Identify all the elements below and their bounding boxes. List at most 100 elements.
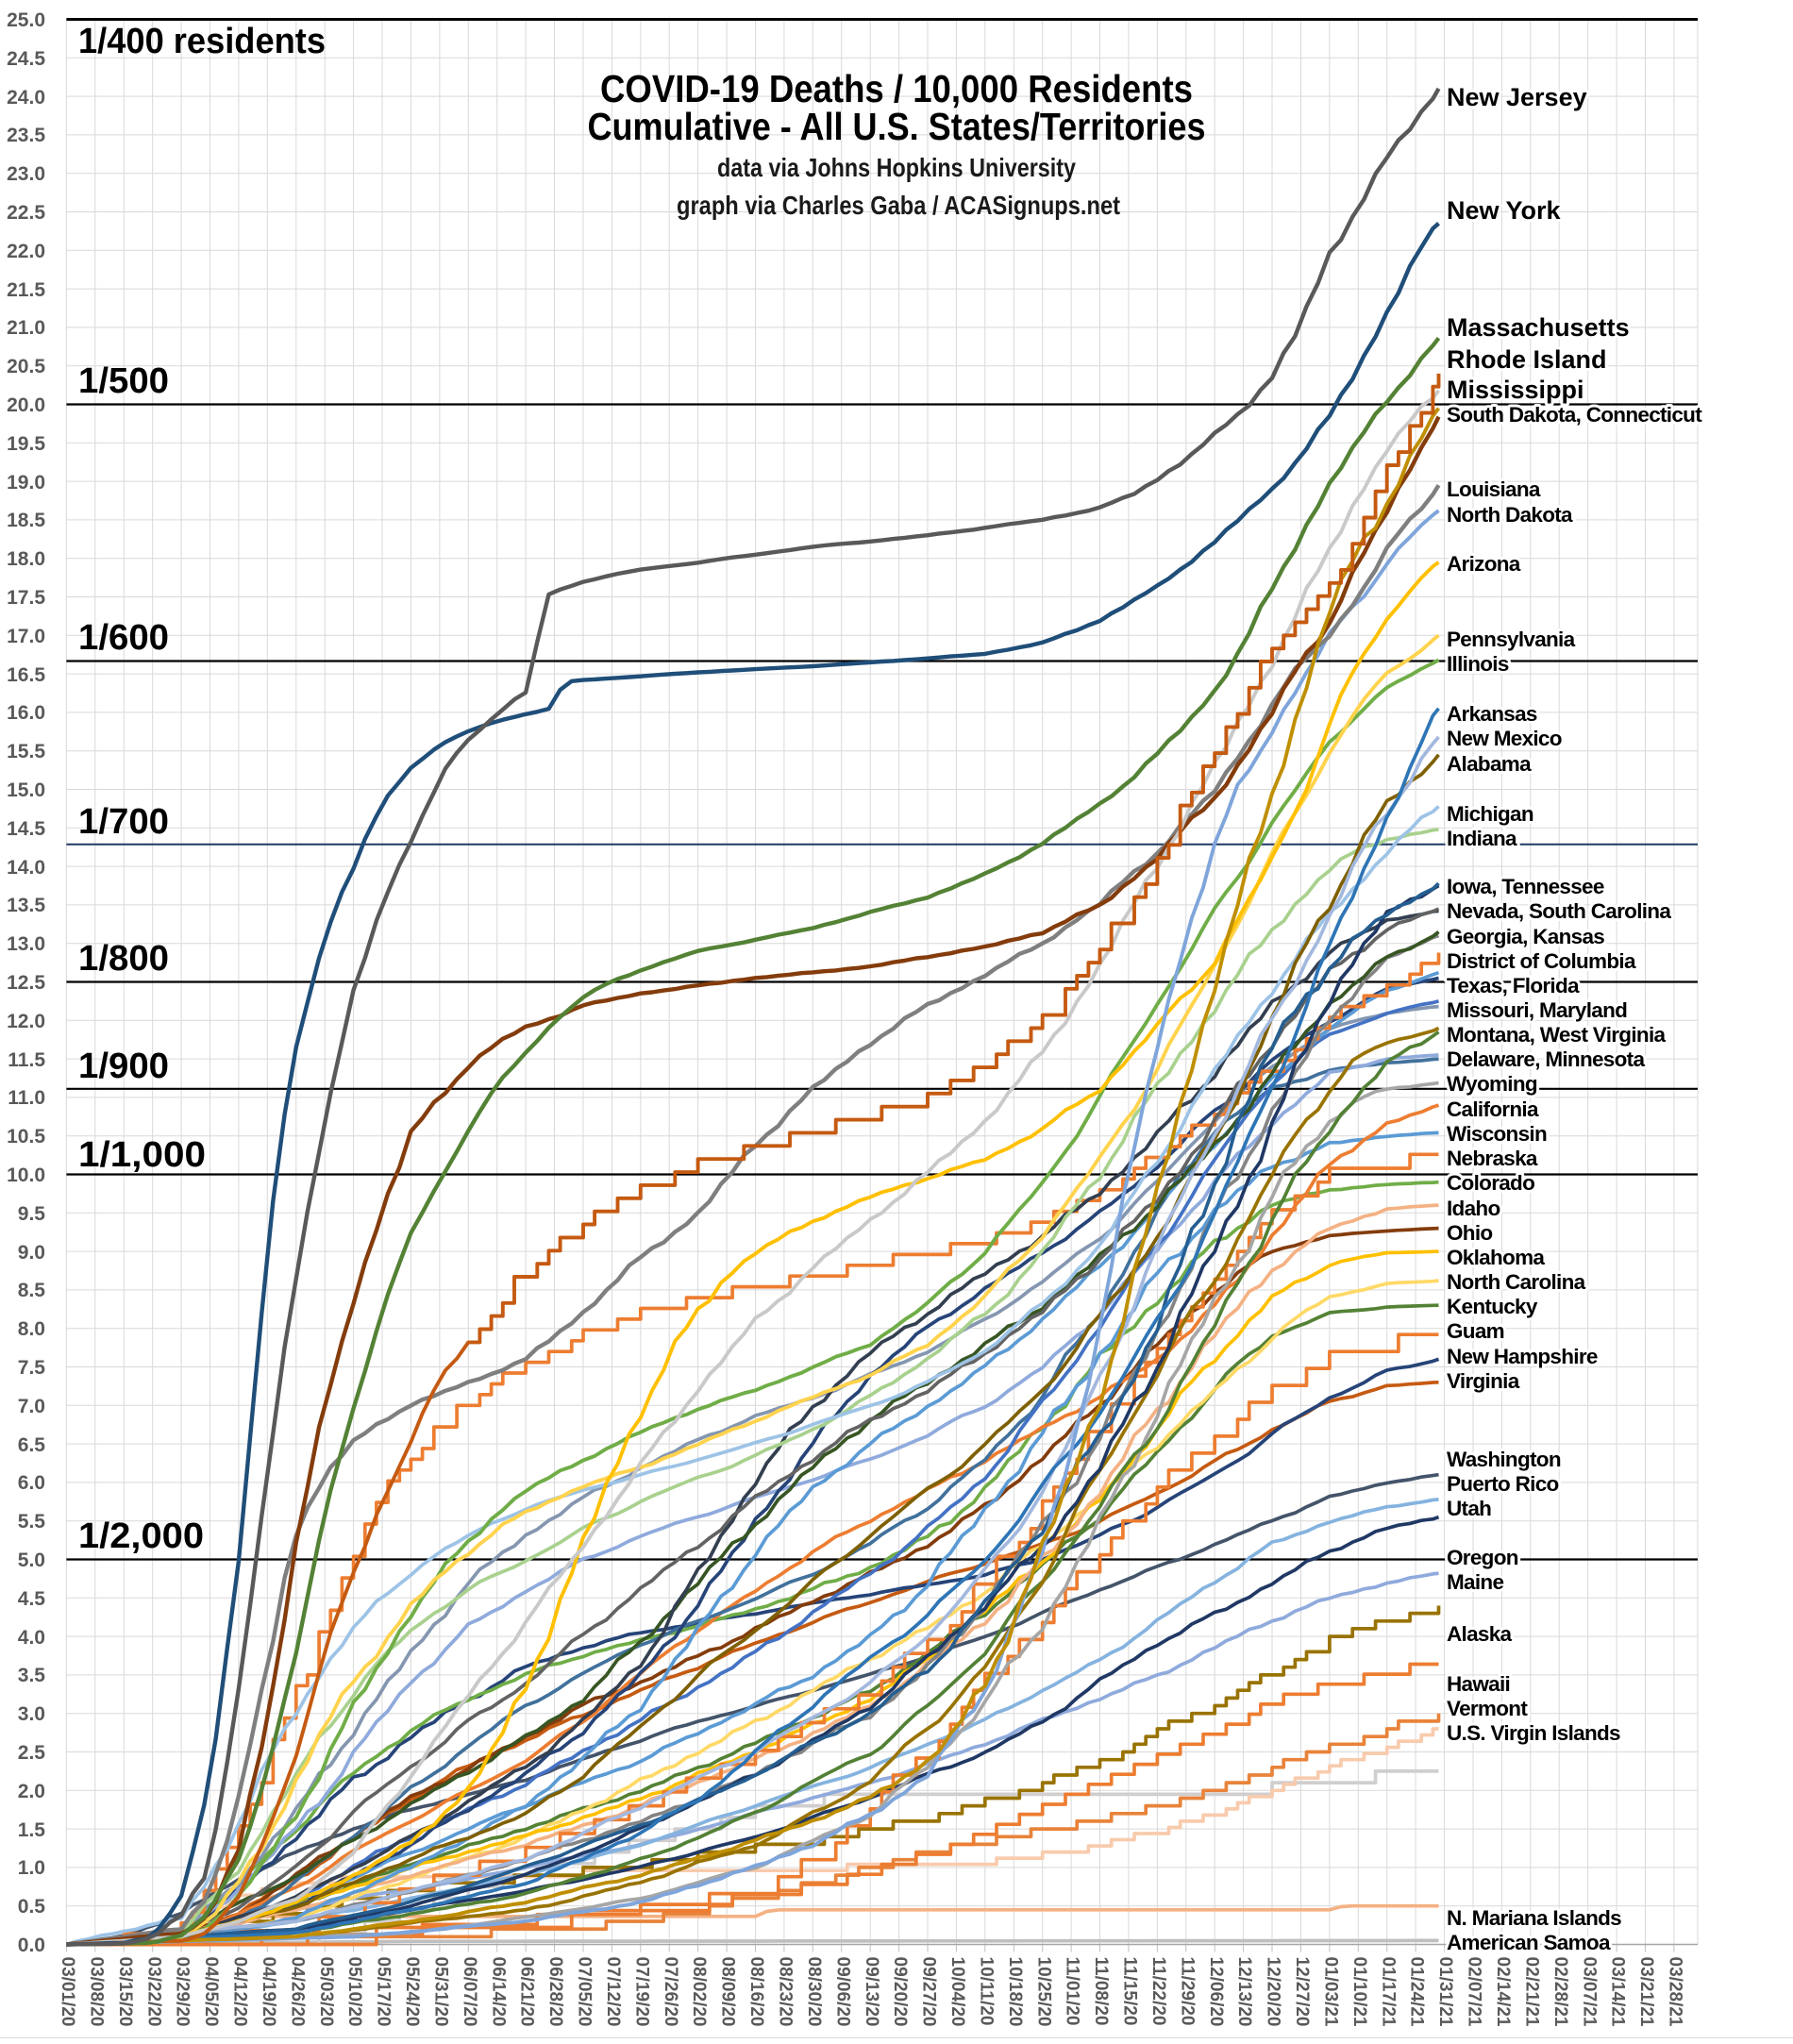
svg-text:Pennsylvania: Pennsylvania [1447, 628, 1576, 651]
svg-text:American Samoa: American Samoa [1447, 1931, 1611, 1954]
svg-text:19.5: 19.5 [7, 433, 45, 455]
svg-text:03/29/20: 03/29/20 [173, 1957, 193, 2027]
svg-text:21.5: 21.5 [7, 279, 45, 301]
svg-text:08/30/20: 08/30/20 [804, 1957, 824, 2027]
svg-text:23.5: 23.5 [7, 125, 45, 146]
svg-text:04/19/20: 04/19/20 [259, 1957, 278, 2027]
svg-text:Wyoming: Wyoming [1447, 1072, 1537, 1096]
svg-text:05/17/20: 05/17/20 [374, 1957, 394, 2027]
svg-text:Idaho: Idaho [1447, 1197, 1500, 1220]
svg-text:Utah: Utah [1447, 1497, 1491, 1520]
svg-text:05/24/20: 05/24/20 [402, 1957, 422, 2027]
svg-text:08/16/20: 08/16/20 [746, 1957, 766, 2027]
svg-text:Michigan: Michigan [1447, 802, 1533, 826]
svg-text:9.5: 9.5 [18, 1203, 46, 1225]
svg-text:District of Columbia: District of Columbia [1447, 949, 1636, 973]
svg-text:1/2,000: 1/2,000 [78, 1516, 204, 1556]
svg-text:10/18/20: 10/18/20 [1005, 1957, 1025, 2027]
svg-text:10.0: 10.0 [7, 1164, 45, 1186]
svg-text:Puerto Rico: Puerto Rico [1447, 1472, 1559, 1496]
svg-text:16.5: 16.5 [7, 664, 45, 686]
svg-text:6.0: 6.0 [18, 1472, 45, 1494]
svg-text:07/26/20: 07/26/20 [661, 1957, 680, 2027]
svg-text:Iowa, Tennessee: Iowa, Tennessee [1447, 875, 1604, 898]
svg-text:1.0: 1.0 [18, 1857, 45, 1879]
svg-text:12/13/20: 12/13/20 [1234, 1957, 1254, 2027]
svg-text:7.5: 7.5 [18, 1357, 46, 1379]
svg-text:17.5: 17.5 [7, 587, 45, 609]
svg-text:South Dakota, Connecticut: South Dakota, Connecticut [1447, 403, 1702, 427]
svg-text:24.0: 24.0 [7, 87, 45, 109]
svg-text:19.0: 19.0 [7, 472, 45, 494]
svg-text:07/19/20: 07/19/20 [631, 1957, 651, 2027]
svg-text:Delaware, Minnesota: Delaware, Minnesota [1447, 1047, 1645, 1071]
svg-text:22.0: 22.0 [7, 241, 45, 262]
svg-text:0.0: 0.0 [18, 1935, 45, 1956]
svg-text:Ohio: Ohio [1447, 1221, 1492, 1245]
svg-text:01/24/21: 01/24/21 [1407, 1957, 1427, 2027]
svg-text:Nebraska: Nebraska [1447, 1147, 1538, 1170]
svg-text:12.0: 12.0 [7, 1011, 45, 1032]
svg-text:Wisconsin: Wisconsin [1447, 1122, 1547, 1146]
svg-text:Arkansas: Arkansas [1447, 702, 1537, 726]
svg-text:05/10/20: 05/10/20 [344, 1957, 364, 2027]
svg-text:Georgia, Kansas: Georgia, Kansas [1447, 925, 1604, 948]
svg-text:21.0: 21.0 [7, 317, 45, 339]
svg-text:Oklahoma: Oklahoma [1447, 1246, 1545, 1269]
svg-text:Nevada, South Carolina: Nevada, South Carolina [1447, 899, 1671, 923]
svg-text:05/03/20: 05/03/20 [316, 1957, 336, 2027]
svg-text:U.S. Virgin Islands: U.S. Virgin Islands [1447, 1721, 1620, 1745]
svg-text:15.5: 15.5 [7, 741, 45, 762]
svg-text:01/17/21: 01/17/21 [1378, 1957, 1398, 2027]
svg-text:23.0: 23.0 [7, 163, 45, 185]
svg-text:Vermont: Vermont [1447, 1697, 1528, 1720]
svg-text:13.0: 13.0 [7, 933, 45, 955]
svg-text:01/03/21: 01/03/21 [1321, 1957, 1341, 2027]
svg-text:03/07/21: 03/07/21 [1579, 1957, 1599, 2027]
svg-text:24.5: 24.5 [7, 48, 45, 70]
svg-text:03/08/20: 03/08/20 [86, 1957, 106, 2027]
svg-text:12.5: 12.5 [7, 972, 45, 994]
svg-text:14.5: 14.5 [7, 818, 45, 840]
svg-text:1.5: 1.5 [18, 1819, 46, 1841]
svg-text:03/22/20: 03/22/20 [143, 1957, 163, 2027]
svg-text:17.0: 17.0 [7, 626, 45, 647]
svg-text:graph via Charles Gaba / ACASi: graph via Charles Gaba / ACASignups.net [677, 191, 1120, 220]
svg-text:13.5: 13.5 [7, 895, 45, 916]
svg-text:1/400 residents: 1/400 residents [78, 22, 326, 61]
svg-text:1/700: 1/700 [78, 802, 169, 842]
svg-text:09/06/20: 09/06/20 [832, 1957, 852, 2027]
svg-text:01/31/21: 01/31/21 [1435, 1957, 1455, 2027]
svg-text:15.0: 15.0 [7, 779, 45, 801]
svg-text:Guam: Guam [1447, 1319, 1504, 1343]
svg-text:1/500: 1/500 [78, 361, 169, 401]
svg-text:02/21/21: 02/21/21 [1521, 1957, 1541, 2027]
svg-text:Illinois: Illinois [1447, 652, 1509, 676]
svg-text:18.5: 18.5 [7, 510, 45, 531]
svg-text:5.0: 5.0 [18, 1550, 45, 1571]
svg-text:Texas, Florida: Texas, Florida [1447, 974, 1580, 997]
svg-text:16.0: 16.0 [7, 702, 45, 724]
svg-text:10/04/20: 10/04/20 [947, 1957, 967, 2027]
svg-text:04/26/20: 04/26/20 [287, 1957, 307, 2027]
svg-text:2.5: 2.5 [18, 1742, 46, 1764]
svg-text:New Hampshire: New Hampshire [1447, 1345, 1598, 1368]
svg-text:12/06/20: 12/06/20 [1206, 1957, 1226, 2027]
svg-text:25.0: 25.0 [7, 9, 45, 31]
svg-text:14.0: 14.0 [7, 857, 45, 879]
svg-text:07/05/20: 07/05/20 [575, 1957, 595, 2027]
svg-text:22.5: 22.5 [7, 202, 45, 224]
svg-text:02/07/21: 02/07/21 [1465, 1957, 1484, 2027]
svg-text:2.0: 2.0 [18, 1781, 45, 1802]
svg-text:06/07/20: 06/07/20 [460, 1957, 479, 2027]
svg-text:8.5: 8.5 [18, 1280, 46, 1301]
svg-text:18.0: 18.0 [7, 548, 45, 570]
svg-text:02/14/21: 02/14/21 [1493, 1957, 1513, 2027]
svg-text:11/15/20: 11/15/20 [1120, 1957, 1140, 2026]
svg-text:11.0: 11.0 [8, 1087, 45, 1109]
svg-text:1/600: 1/600 [78, 618, 169, 658]
svg-text:08/09/20: 08/09/20 [718, 1957, 738, 2027]
svg-text:3.0: 3.0 [18, 1703, 45, 1725]
svg-text:11/29/20: 11/29/20 [1177, 1957, 1197, 2026]
svg-text:Cumulative - All U.S. States/T: Cumulative - All U.S. States/Territories [588, 105, 1206, 148]
